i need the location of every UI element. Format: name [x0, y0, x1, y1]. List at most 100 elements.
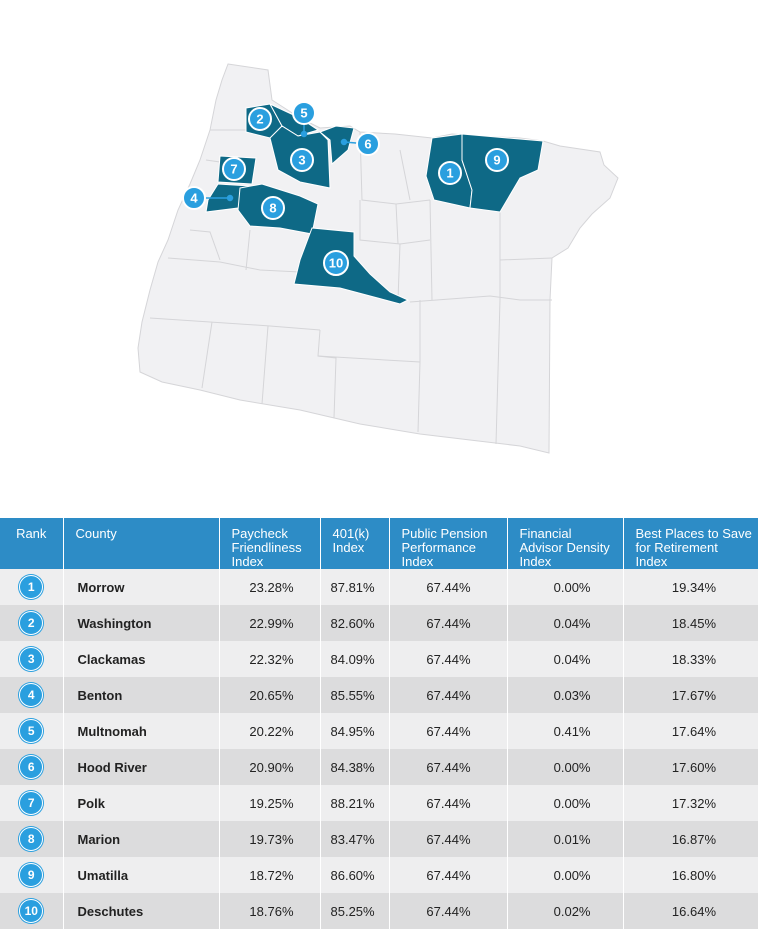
table-row: 9 Umatilla 18.72% 86.60% 67.44% 0.00% 16.80% [0, 857, 758, 893]
rank-badge: 6 [19, 755, 44, 779]
pension-cell: 67.44% [388, 677, 507, 713]
advisor-cell: 0.00% [506, 857, 623, 893]
best-places-cell: 16.80% [622, 857, 758, 893]
map-marker-5: 5 [292, 101, 316, 125]
rank-badge: 9 [19, 863, 44, 887]
advisor-cell: 0.04% [506, 605, 623, 641]
k401-cell: 88.21% [319, 785, 389, 821]
pension-cell: 67.44% [388, 605, 507, 641]
k401-cell: 86.60% [319, 857, 389, 893]
header-rank: Rank [0, 518, 63, 569]
rank-badge: 10 [19, 899, 44, 923]
svg-text:5: 5 [300, 106, 307, 121]
k401-cell: 85.25% [319, 893, 389, 929]
svg-text:7: 7 [230, 162, 237, 177]
svg-text:8: 8 [269, 201, 276, 216]
advisor-cell: 0.00% [506, 785, 623, 821]
map-marker-9: 9 [485, 148, 509, 172]
table-row: 10 Deschutes 18.76% 85.25% 67.44% 0.02% 16.64% [0, 893, 758, 929]
paycheck-cell: 20.22% [218, 713, 320, 749]
header-pension: Public Pension Performance Index [388, 518, 507, 569]
map-marker-2: 2 [248, 107, 272, 131]
table-row: 8 Marion 19.73% 83.47% 67.44% 0.01% 16.87% [0, 821, 758, 857]
advisor-cell: 0.04% [506, 641, 623, 677]
best-places-cell: 17.32% [622, 785, 758, 821]
county-cell: Benton [62, 677, 219, 713]
county-cell: Clackamas [62, 641, 219, 677]
svg-text:9: 9 [493, 153, 500, 168]
county-cell: Hood River [62, 749, 219, 785]
county-cell: Polk [62, 785, 219, 821]
pension-cell: 67.44% [388, 713, 507, 749]
paycheck-cell: 20.90% [218, 749, 320, 785]
map-marker-4: 4 [182, 186, 206, 210]
table-row: 3 Clackamas 22.32% 84.09% 67.44% 0.04% 18.33% [0, 641, 758, 677]
header-best-places: Best Places to Save for Retirement Index [622, 518, 758, 569]
map-marker-1: 1 [438, 161, 462, 185]
svg-text:3: 3 [298, 153, 305, 168]
map-markers: 1 2 3 4 5 6 7 8 9 10 [182, 101, 509, 276]
advisor-cell: 0.02% [506, 893, 623, 929]
county-cell: Morrow [62, 569, 219, 605]
paycheck-cell: 22.32% [218, 641, 320, 677]
pension-cell: 67.44% [388, 641, 507, 677]
county-umatilla [461, 133, 544, 213]
pension-cell: 67.44% [388, 893, 507, 929]
oregon-map-svg: 1 2 3 4 5 6 7 8 9 10 [137, 63, 619, 454]
county-cell: Deschutes [62, 893, 219, 929]
paycheck-cell: 22.99% [218, 605, 320, 641]
k401-cell: 82.60% [319, 605, 389, 641]
map-marker-8: 8 [261, 196, 285, 220]
best-places-cell: 17.67% [622, 677, 758, 713]
highlighted-counties [205, 102, 544, 305]
rank-badge: 2 [19, 611, 44, 635]
rank-badge: 8 [19, 827, 44, 851]
svg-text:10: 10 [329, 256, 343, 271]
best-places-cell: 16.87% [622, 821, 758, 857]
rank-cell: 6 [0, 749, 63, 785]
rank-cell: 4 [0, 677, 63, 713]
k401-cell: 84.95% [319, 713, 389, 749]
paycheck-cell: 18.72% [218, 857, 320, 893]
header-advisor: Financial Advisor Density Index [506, 518, 623, 569]
table-row: 2 Washington 22.99% 82.60% 67.44% 0.04% 18.45% [0, 605, 758, 641]
paycheck-cell: 23.28% [218, 569, 320, 605]
rank-cell: 10 [0, 893, 63, 929]
pension-cell: 67.44% [388, 569, 507, 605]
k401-cell: 84.38% [319, 749, 389, 785]
table-row: 4 Benton 20.65% 85.55% 67.44% 0.03% 17.67% [0, 677, 758, 713]
best-places-cell: 16.64% [622, 893, 758, 929]
rank-badge: 1 [19, 575, 44, 599]
ranking-table: Rank County Paycheck Friendliness Index … [0, 518, 758, 929]
rank-cell: 8 [0, 821, 63, 857]
advisor-cell: 0.00% [506, 569, 623, 605]
rank-badge: 7 [19, 791, 44, 815]
county-borders [149, 129, 553, 445]
map-marker-3: 3 [290, 148, 314, 172]
table-body: 1 Morrow 23.28% 87.81% 67.44% 0.00% 19.34% 2 Was… [0, 569, 758, 929]
header-paycheck: Paycheck Friendliness Index [218, 518, 320, 569]
advisor-cell: 0.41% [506, 713, 623, 749]
k401-cell: 83.47% [319, 821, 389, 857]
svg-text:4: 4 [190, 191, 198, 206]
rank-badge: 4 [19, 683, 44, 707]
map-marker-6: 6 [356, 132, 380, 156]
svg-text:6: 6 [364, 137, 371, 152]
map-marker-10: 10 [323, 250, 349, 276]
best-places-cell: 18.45% [622, 605, 758, 641]
best-places-cell: 18.33% [622, 641, 758, 677]
k401-cell: 87.81% [319, 569, 389, 605]
header-401k: 401(k) Index [319, 518, 389, 569]
best-places-cell: 17.60% [622, 749, 758, 785]
rank-badge: 5 [19, 719, 44, 743]
rank-cell: 3 [0, 641, 63, 677]
paycheck-cell: 19.25% [218, 785, 320, 821]
paycheck-cell: 20.65% [218, 677, 320, 713]
table-header-row: Rank County Paycheck Friendliness Index … [0, 518, 758, 569]
table-row: 1 Morrow 23.28% 87.81% 67.44% 0.00% 19.34% [0, 569, 758, 605]
county-cell: Marion [62, 821, 219, 857]
rank-cell: 9 [0, 857, 63, 893]
header-county: County [62, 518, 219, 569]
county-deschutes [293, 227, 410, 305]
pension-cell: 67.44% [388, 749, 507, 785]
